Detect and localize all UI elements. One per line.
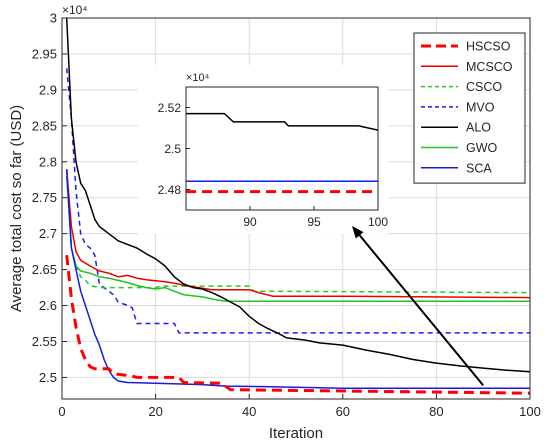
x-tick-label: 80 (429, 404, 443, 419)
x-tick-label: 60 (336, 404, 350, 419)
inset-line-alo (186, 112, 378, 131)
inset-ticks: 90 95 100 2.48 2.5 2.52 (158, 101, 389, 229)
zoom-arrow (352, 226, 484, 386)
x-tick-label: 40 (242, 404, 256, 419)
y-tick-label: 2.9 (39, 82, 57, 97)
legend-label-hscso: HSCSO (466, 40, 511, 54)
x-tick-label: 100 (519, 404, 541, 419)
series-line-gwo (65, 176, 530, 302)
legend-label-sca: SCA (466, 161, 492, 175)
y-tick-label: 2.95 (32, 46, 57, 61)
main-series (65, 18, 530, 395)
y-tick-label: 2.75 (32, 190, 57, 205)
legend-label-mcsco: MCSCO (466, 60, 513, 74)
series-line-hscso (65, 255, 530, 395)
legend-box (413, 32, 526, 184)
series-line-csco (65, 176, 530, 294)
legend-label-gwo: GWO (466, 141, 498, 155)
y-exponent-label: ×10⁴ (62, 3, 88, 17)
y-tick-label: 3 (50, 11, 57, 26)
legend-label-mvo: MVO (466, 100, 495, 114)
y-tick-label: 2.8 (39, 154, 57, 169)
legend-label-csco: CSCO (466, 80, 502, 94)
y-tick-label: 2.6 (39, 298, 57, 313)
inset-series (186, 112, 378, 194)
y-tick-label: 2.55 (32, 334, 57, 349)
inset-background (138, 65, 388, 234)
inset-y-tick-label: 2.5 (164, 142, 181, 156)
arrow-head-icon (352, 226, 364, 239)
inset-x-tick-label: 90 (243, 215, 257, 229)
y-tick-label: 2.85 (32, 118, 57, 133)
x-axis-label: Iteration (269, 425, 323, 442)
y-axis-label: Average total cost so far (USD) (8, 105, 25, 312)
main-plot-frame (61, 17, 531, 400)
legend: HSCSO MCSCO CSCO MVO ALO GWO SCA (413, 32, 526, 184)
inset-x-tick-label: 100 (368, 215, 388, 229)
inset-exponent-label: ×10⁴ (186, 72, 210, 84)
inset-y-tick-label: 2.48 (158, 183, 182, 197)
y-tick-label: 2.7 (39, 226, 57, 241)
inset-y-tick-label: 2.52 (158, 101, 182, 115)
inset-x-tick-label: 95 (307, 215, 321, 229)
x-tick-label: 20 (148, 404, 162, 419)
series-line-alo (65, 18, 530, 373)
x-tick-label: 0 (58, 404, 65, 419)
series-line-mcsco (65, 168, 530, 299)
main-ticks: 0 20 40 60 80 100 2.5 2.55 2.6 2.65 2.7 2.75 2.8 2.85… (32, 11, 541, 420)
y-tick-label: 2.5 (39, 370, 57, 385)
legend-label-alo: ALO (466, 121, 491, 135)
inset-zoom-plot: 90 95 100 2.48 2.5 2.52 ×10⁴ (138, 65, 388, 234)
y-tick-label: 2.65 (32, 262, 57, 277)
